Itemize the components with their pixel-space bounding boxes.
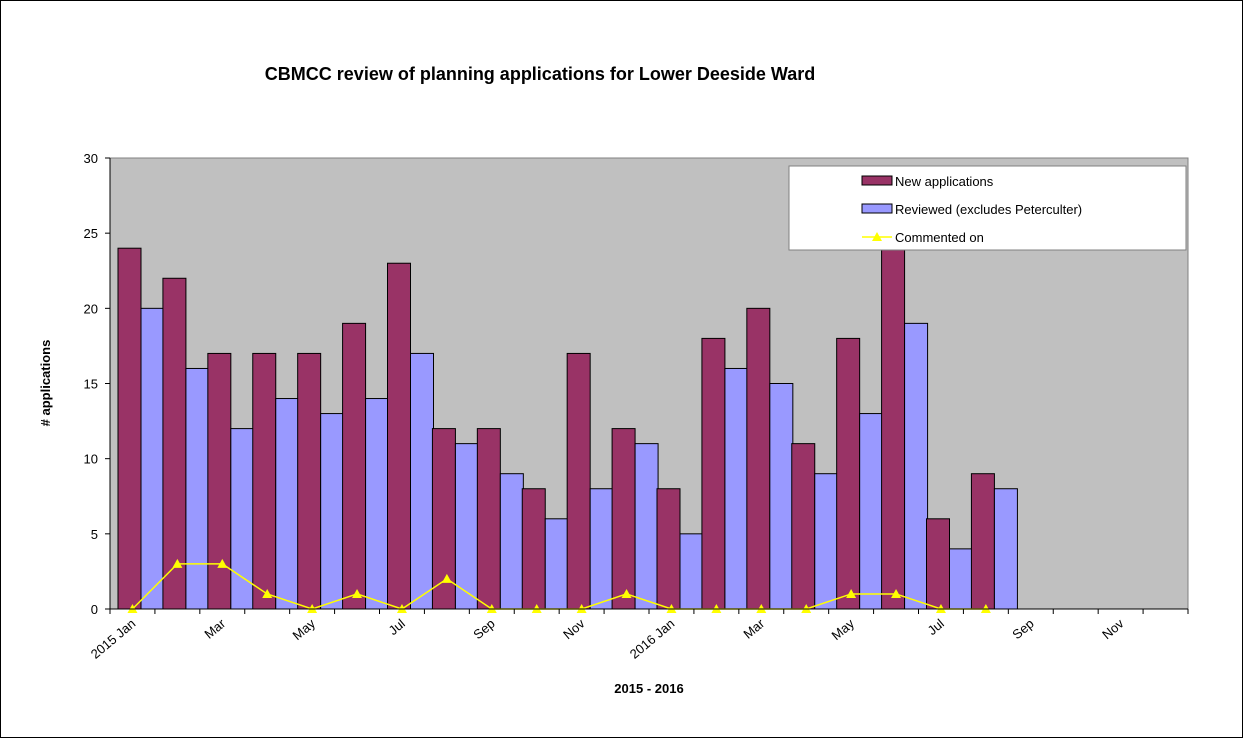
x-tick-label: Jul xyxy=(925,616,947,638)
legend-label-commented: Commented on xyxy=(895,230,984,245)
bar-new-applications-19 xyxy=(926,518,950,610)
bar-new-applications-2 xyxy=(162,277,187,610)
legend: New applications Reviewed (excludes Pete… xyxy=(788,165,1187,251)
y-tick-label: 15 xyxy=(84,377,98,392)
y-tick-label: 25 xyxy=(84,226,98,241)
bar-reviewed-excludes-peterculter-8 xyxy=(454,443,479,610)
point-commented-on-2 xyxy=(172,558,183,568)
bar-reviewed-excludes-peterculter-11 xyxy=(589,488,614,610)
x-tick-label: Jul xyxy=(386,616,408,638)
x-tick-label: Sep xyxy=(1009,616,1036,642)
bar-new-applications-11 xyxy=(566,352,591,610)
bar-reviewed-excludes-peterculter-16 xyxy=(814,473,839,610)
bar-reviewed-excludes-peterculter-17 xyxy=(859,413,884,610)
chart-title: CBMCC review of planning applications fo… xyxy=(265,64,815,84)
bar-reviewed-excludes-peterculter-7 xyxy=(410,352,434,610)
bar-reviewed-excludes-peterculter-2 xyxy=(185,367,210,610)
legend-swatch-new xyxy=(861,175,893,186)
bar-reviewed-excludes-peterculter-15 xyxy=(769,383,794,610)
bar-reviewed-excludes-peterculter-6 xyxy=(365,398,390,610)
legend-marker-commented xyxy=(872,232,882,241)
x-tick-label: Nov xyxy=(1099,615,1127,642)
x-tick-label: May xyxy=(829,615,858,643)
legend-swatch-reviewed xyxy=(861,203,893,214)
bar-new-applications-3 xyxy=(207,352,232,610)
bar-new-applications-1 xyxy=(117,247,142,610)
bar-new-applications-5 xyxy=(297,352,322,610)
point-commented-on-3 xyxy=(217,558,228,568)
x-tick-label: May xyxy=(290,615,319,643)
point-commented-on-4 xyxy=(262,588,273,598)
bar-reviewed-excludes-peterculter-5 xyxy=(320,413,345,610)
bar-reviewed-excludes-peterculter-1 xyxy=(140,307,165,610)
point-commented-on-18 xyxy=(891,588,902,598)
x-tick-label: Mar xyxy=(740,615,767,641)
bar-new-applications-17 xyxy=(836,337,861,610)
point-commented-on-6 xyxy=(352,588,363,598)
y-tick-label: 0 xyxy=(91,602,98,617)
point-commented-on-12 xyxy=(621,588,632,598)
bar-new-applications-16 xyxy=(791,443,816,610)
bar-new-applications-4 xyxy=(252,352,277,610)
y-tick-label: 10 xyxy=(84,452,98,467)
x-tick-label: 2016 Jan xyxy=(627,616,678,662)
x-tick-label: Mar xyxy=(201,615,228,641)
y-tick-label: 5 xyxy=(91,527,98,542)
bar-new-applications-15 xyxy=(746,307,771,610)
y-axis-title: # applications xyxy=(38,340,53,427)
bar-new-applications-13 xyxy=(656,488,681,610)
bar-new-applications-20 xyxy=(970,473,995,610)
bar-new-applications-12 xyxy=(611,428,636,610)
bar-reviewed-excludes-peterculter-19 xyxy=(949,548,973,610)
point-commented-on-17 xyxy=(846,588,857,598)
bar-reviewed-excludes-peterculter-4 xyxy=(275,398,300,610)
bar-reviewed-excludes-peterculter-18 xyxy=(904,322,929,610)
point-commented-on-8 xyxy=(441,573,452,583)
bar-reviewed-excludes-peterculter-14 xyxy=(724,367,749,610)
y-tick-label: 30 xyxy=(84,151,98,166)
bars-layer xyxy=(117,232,1018,610)
bar-new-applications-6 xyxy=(342,322,367,610)
bar-new-applications-7 xyxy=(387,262,411,610)
legend-label-reviewed: Reviewed (excludes Peterculter) xyxy=(895,202,1082,217)
bar-new-applications-9 xyxy=(476,428,501,610)
x-tick-label: Nov xyxy=(560,615,588,642)
legend-label-new: New applications xyxy=(895,174,994,189)
bar-reviewed-excludes-peterculter-9 xyxy=(499,473,524,610)
bar-reviewed-excludes-peterculter-20 xyxy=(993,488,1018,610)
bar-reviewed-excludes-peterculter-12 xyxy=(634,443,659,610)
y-tick-label: 20 xyxy=(84,301,98,316)
x-axis-title: 2015 - 2016 xyxy=(614,681,683,696)
bar-new-applications-14 xyxy=(701,337,726,610)
bar-new-applications-18 xyxy=(881,232,906,610)
bar-reviewed-excludes-peterculter-13 xyxy=(679,533,704,610)
bar-new-applications-10 xyxy=(521,488,546,610)
x-tick-label: Sep xyxy=(470,616,497,642)
legend-box xyxy=(788,165,1187,251)
x-tick-label: 2015 Jan xyxy=(88,616,139,662)
bar-reviewed-excludes-peterculter-10 xyxy=(544,518,569,610)
